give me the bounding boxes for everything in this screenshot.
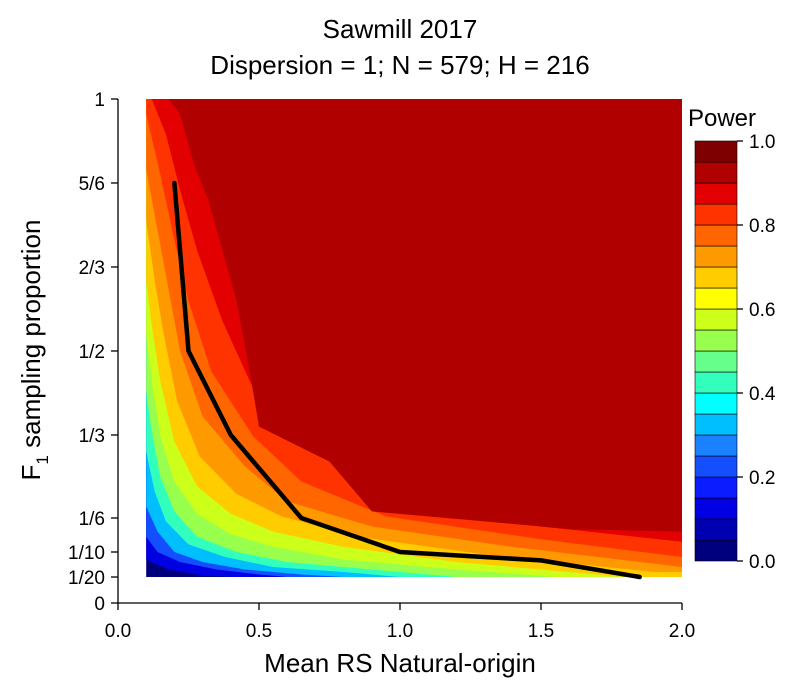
legend-swatch bbox=[694, 518, 738, 541]
legend-swatch bbox=[694, 245, 738, 268]
legend-swatch bbox=[694, 413, 738, 436]
legend-swatch bbox=[694, 371, 738, 394]
chart-title-line2: Dispersion = 1; N = 579; H = 216 bbox=[210, 50, 589, 80]
legend-swatch bbox=[694, 287, 738, 310]
y-tick-label: 2/3 bbox=[79, 258, 105, 279]
legend-swatch bbox=[694, 476, 738, 499]
power-80-line-layer bbox=[172, 180, 642, 580]
chart-title-line1: Sawmill 2017 bbox=[323, 14, 478, 44]
legend-swatch bbox=[694, 161, 738, 184]
legend-swatch bbox=[694, 224, 738, 247]
power-80-line bbox=[172, 180, 642, 580]
x-axis-label: Mean RS Natural-origin bbox=[264, 648, 536, 678]
legend-swatch bbox=[694, 434, 738, 457]
legend-swatch bbox=[694, 497, 738, 520]
legend-swatch bbox=[694, 203, 738, 226]
legend-swatch bbox=[694, 392, 738, 415]
y-axis-ticks: 0 1/20 1/10 1/6 1/3 1/2 2/3 5/6 1 bbox=[68, 90, 118, 615]
contour-band-0-95 bbox=[168, 99, 683, 532]
y-tick-label: 1/6 bbox=[79, 509, 105, 530]
x-tick-label: 1.5 bbox=[528, 621, 554, 642]
legend-tick-label: 1.0 bbox=[749, 132, 775, 153]
legend-swatch bbox=[694, 266, 738, 289]
legend-swatch bbox=[694, 182, 738, 205]
plot-area bbox=[146, 99, 683, 577]
legend-swatch bbox=[694, 329, 738, 352]
legend-tick-label: 0.4 bbox=[749, 384, 776, 405]
y-tick-label: 1/2 bbox=[79, 342, 105, 363]
y-axis-label: F1 sampling proportion bbox=[16, 220, 52, 481]
y-axis-label-rest: sampling proportion bbox=[16, 220, 46, 456]
y-tick-label: 0 bbox=[94, 594, 105, 615]
legend-labels: 0.0 0.2 0.4 0.6 0.8 1.0 bbox=[737, 132, 776, 573]
y-axis-label-subscript: 1 bbox=[33, 455, 52, 464]
y-tick-label: 5/6 bbox=[79, 174, 105, 195]
legend-tick-label: 0.0 bbox=[749, 552, 775, 573]
legend-tick-label: 0.6 bbox=[749, 300, 775, 321]
legend-tick-label: 0.2 bbox=[749, 468, 775, 489]
y-tick-label: 1/20 bbox=[68, 568, 105, 589]
y-tick-label: 1/10 bbox=[68, 543, 105, 564]
x-tick-label: 2.0 bbox=[669, 621, 695, 642]
legend: Power 0.0 0.2 0.4 0.6 0.8 1.0 bbox=[688, 105, 776, 573]
y-axis-label-main: F bbox=[16, 465, 46, 481]
y-tick-label: 1 bbox=[94, 90, 105, 111]
x-tick-label: 0.0 bbox=[105, 621, 131, 642]
legend-swatch bbox=[694, 455, 738, 478]
legend-swatch bbox=[694, 539, 738, 562]
x-tick-label: 1.0 bbox=[387, 621, 413, 642]
legend-swatch bbox=[694, 308, 738, 331]
legend-title: Power bbox=[688, 105, 756, 132]
legend-tick-label: 0.8 bbox=[749, 216, 775, 237]
y-tick-label: 1/3 bbox=[79, 426, 105, 447]
legend-swatches bbox=[694, 140, 738, 562]
legend-swatch bbox=[694, 140, 738, 163]
x-tick-label: 0.5 bbox=[246, 621, 272, 642]
x-axis-ticks: 0.0 0.5 1.0 1.5 2.0 bbox=[105, 603, 695, 642]
legend-swatch bbox=[694, 350, 738, 373]
